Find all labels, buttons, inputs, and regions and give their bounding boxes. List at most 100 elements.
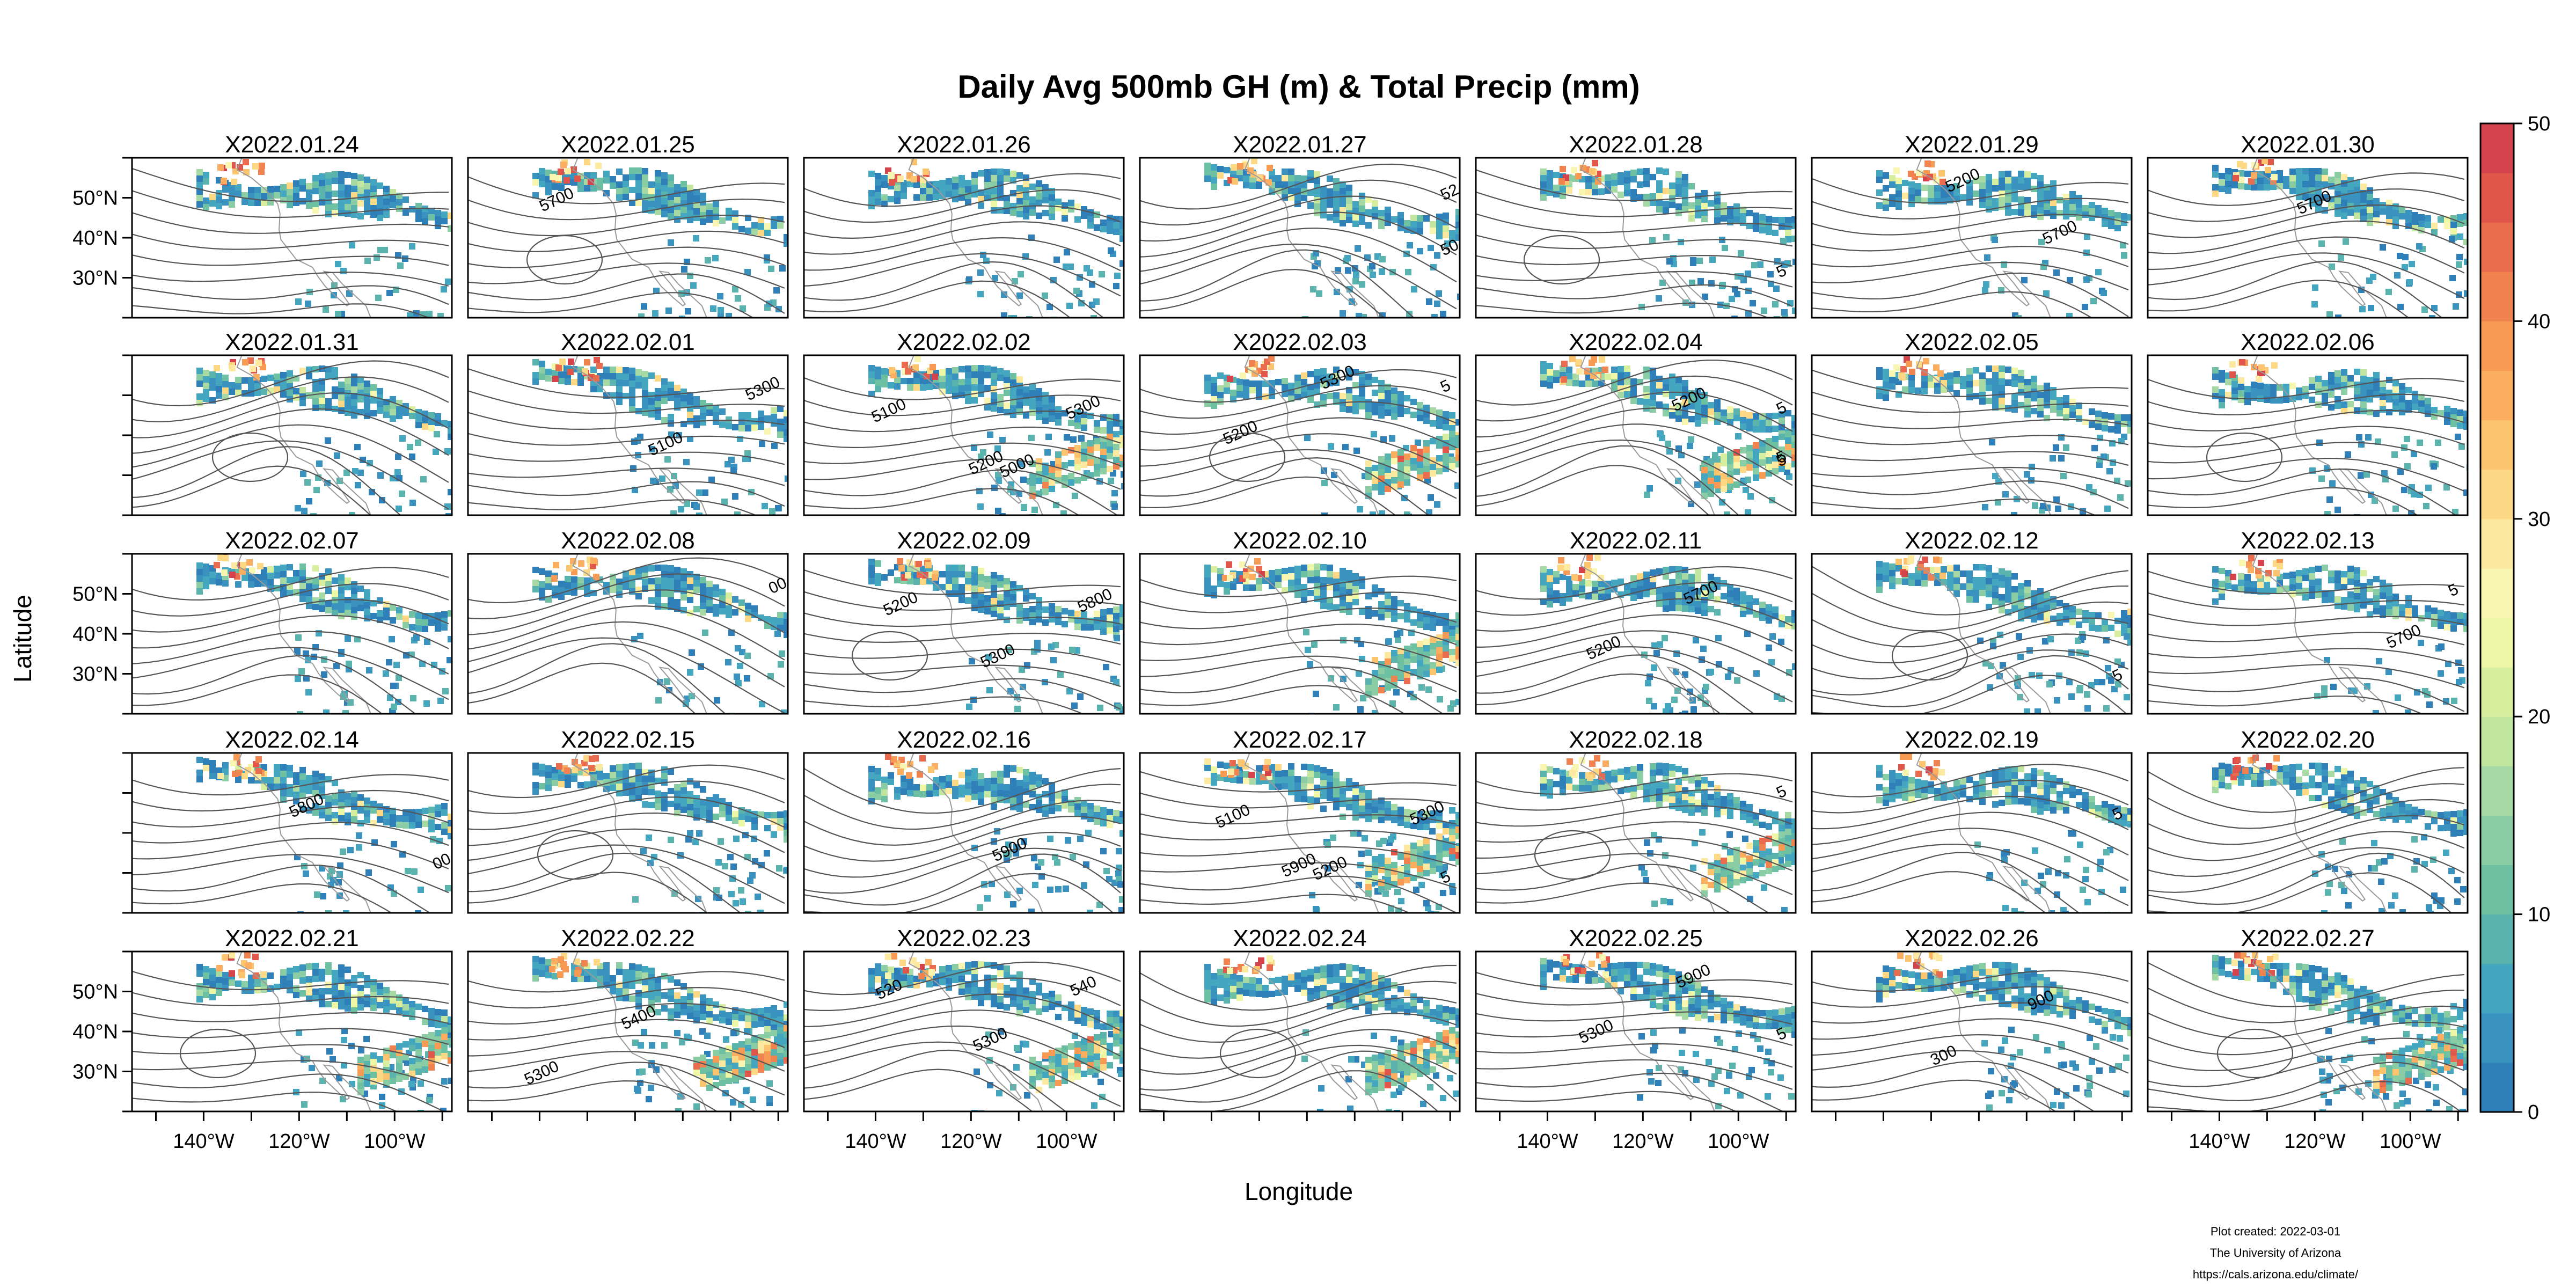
panel-date-title: X2022.02.27 [2241, 925, 2375, 952]
height-contours [132, 360, 449, 515]
panel-frame [1475, 553, 1797, 715]
precip-field [1540, 356, 1796, 515]
panel-date-title: X2022.02.19 [1905, 727, 2039, 753]
map-panel: X2022.02.07 50°N 40°N 30°N [72, 528, 453, 715]
panel-date-title: X2022.02.23 [897, 925, 1031, 952]
coastline [1580, 554, 1715, 714]
panel-background [804, 554, 1124, 714]
precip-field [1876, 160, 2132, 318]
x-axis-title: Longitude [1245, 1177, 1353, 1205]
lon-tick-label: 120°W [2284, 1130, 2346, 1153]
precip-field [2212, 359, 2468, 515]
colorbar-swatch [2480, 815, 2514, 866]
precip-field [1876, 753, 2132, 913]
coastline [908, 554, 1043, 714]
coastline [1916, 554, 2051, 714]
panel-frame [467, 950, 789, 1113]
coastline [572, 753, 707, 913]
panel-frame [803, 157, 1125, 319]
colorbar-tick-label: 20 [2528, 706, 2550, 728]
coastline [236, 554, 371, 714]
height-contours [804, 173, 1121, 318]
panel-frame [1811, 157, 2133, 319]
precip-field [532, 953, 788, 1111]
panel-frame [1475, 950, 1797, 1113]
lat-tick-label: 40°N [72, 623, 118, 646]
height-contours [1140, 964, 1457, 1111]
height-contours [132, 567, 449, 714]
height-contours [1476, 566, 1793, 714]
height-contours [468, 368, 785, 515]
map-panel: X2022.02.05 [1811, 329, 2133, 516]
colorbar-swatch [2480, 865, 2514, 915]
lat-tick-label: 30°N [72, 663, 118, 686]
precip-field [532, 755, 788, 913]
panel-frame [2147, 157, 2469, 319]
panel-frame [2147, 752, 2469, 914]
lon-tick-label: 120°W [940, 1130, 1002, 1153]
lat-tick-label: 40°N [72, 1021, 118, 1043]
coastline [572, 952, 707, 1111]
colorbar-swatch [2480, 568, 2514, 618]
panel-date-title: X2022.02.04 [1569, 329, 1703, 355]
height-contours [804, 569, 1121, 714]
panel-frame [803, 752, 1125, 914]
precip-field [196, 159, 452, 318]
lat-tick-label: 30°N [72, 267, 118, 290]
panel-date-title: X2022.02.09 [897, 528, 1031, 554]
coastline [236, 355, 371, 515]
panel-frame [467, 157, 789, 319]
panel-date-title: X2022.01.31 [225, 329, 359, 355]
coastline [2252, 355, 2387, 515]
coastline [1244, 952, 1379, 1111]
panel-frame [467, 553, 789, 715]
panel-frame [1139, 950, 1461, 1113]
panel-date-title: X2022.01.30 [2241, 131, 2375, 158]
panel-date-title: X2022.02.03 [1233, 329, 1367, 355]
precip-field [868, 753, 1124, 913]
height-contours [1812, 178, 2129, 318]
precip-field [532, 159, 788, 318]
precip-field [2212, 158, 2468, 318]
colorbar-swatch [2480, 766, 2514, 816]
colorbar-tick-label: 50 [2528, 113, 2550, 135]
coastline [908, 753, 1043, 913]
height-contours [1812, 369, 2129, 515]
map-panel: X2022.02.21 50°N 40°N 30°N 140°W 120°W 100°W [72, 925, 453, 1153]
lon-tick-label: 140°W [2189, 1130, 2250, 1153]
height-contours [468, 557, 785, 714]
map-panel: X2022.01.31 [122, 329, 453, 516]
coastline [1580, 753, 1715, 913]
footer-credits: Plot created: 2022-03-01 The University … [2163, 1221, 2388, 1285]
precip-field [532, 357, 788, 515]
panel-date-title: X2022.02.13 [2241, 528, 2375, 554]
source-url: https://cals.arizona.edu/climate/ [2192, 1268, 2359, 1281]
precip-field [1876, 952, 2132, 1111]
panel-frame [1139, 157, 1461, 319]
height-contours [1140, 771, 1457, 913]
height-contours [132, 774, 449, 913]
coastline [1916, 753, 2051, 913]
institution-name: The University of Arizona [2209, 1246, 2341, 1260]
height-contours [132, 970, 449, 1111]
coastline [1244, 554, 1379, 714]
height-contours [1812, 566, 2129, 714]
lat-tick-label: 50°N [72, 981, 118, 1004]
panel-background [132, 753, 452, 913]
panel-frame [1475, 157, 1797, 319]
panel-frame [2147, 950, 2469, 1113]
panel-date-title: X2022.02.17 [1233, 727, 1367, 753]
map-panel: X2022.01.24 50°N 40°N 30°N [72, 131, 453, 319]
panel-date-title: X2022.02.16 [897, 727, 1031, 753]
coastline [1580, 355, 1715, 515]
height-contours [1812, 970, 2129, 1111]
panel-date-title: X2022.02.14 [225, 727, 359, 753]
panel-date-title: X2022.01.24 [225, 131, 359, 158]
